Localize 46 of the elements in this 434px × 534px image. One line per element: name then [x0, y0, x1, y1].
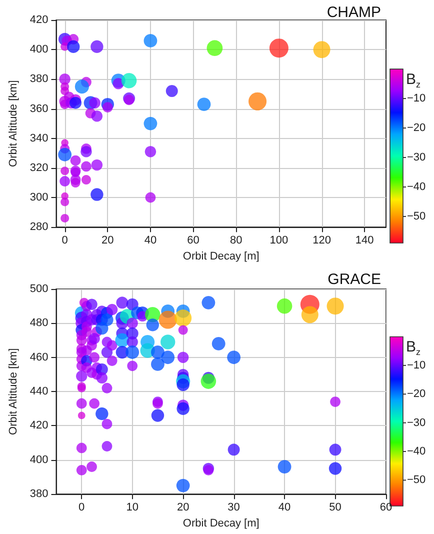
- color-bar-label: −10: [407, 359, 426, 372]
- x-tick-label: 20: [102, 234, 114, 247]
- color-bar-label: −10: [407, 92, 426, 105]
- color-bar-label: −30: [407, 416, 426, 429]
- y-tick-label: 420: [30, 420, 48, 432]
- chart-title: CHAMP: [326, 4, 381, 21]
- y-tick-label: 460: [30, 351, 48, 364]
- y-tick-label: 380: [30, 488, 48, 500]
- x-tick-label: 0: [78, 502, 85, 514]
- color-bar-label: −20: [407, 388, 426, 400]
- y-axis-title: Orbit Altitude [km]: [8, 80, 20, 167]
- x-tick-label: 30: [228, 502, 240, 514]
- x-axis-title: Orbit Decay [m]: [182, 518, 260, 530]
- x-tick-label: 60: [187, 234, 200, 247]
- y-tick-label: 400: [30, 454, 48, 466]
- y-tick-label: 500: [30, 283, 48, 295]
- color-bar-label: −40: [407, 445, 426, 458]
- color-bar-label: −40: [407, 180, 426, 193]
- x-tick-label: 20: [176, 502, 190, 514]
- y-tick-label: 380: [30, 73, 48, 86]
- x-tick-label: 140: [355, 234, 374, 247]
- y-tick-label: 300: [30, 192, 48, 204]
- y-tick-label: 320: [30, 162, 48, 174]
- color-bar-label: −30: [407, 152, 426, 164]
- x-axis-title: Orbit Decay [m]: [182, 250, 260, 262]
- y-tick-label: 420: [30, 14, 48, 26]
- y-tick-label: 280: [30, 221, 48, 234]
- x-tick-label: 60: [380, 502, 392, 514]
- y-tick-label: 360: [30, 102, 48, 115]
- y-axis-title: Orbit Altitude [km]: [8, 348, 20, 435]
- x-tick-label: 80: [230, 234, 242, 247]
- y-tick-label: 340: [30, 132, 48, 144]
- y-tick-label: 400: [30, 44, 48, 56]
- x-tick-label: 0: [62, 234, 68, 247]
- color-bar-label: −50: [407, 210, 426, 222]
- color-bar-label: −50: [407, 474, 426, 486]
- x-tick-label: 50: [329, 502, 342, 514]
- chart-title: GRACE: [328, 271, 381, 288]
- x-tick-label: 40: [144, 234, 157, 247]
- color-bar-label: −20: [407, 122, 426, 134]
- y-tick-label: 480: [30, 317, 48, 330]
- x-tick-label: 120: [312, 234, 331, 247]
- x-tick-label: 100: [270, 234, 288, 247]
- y-tick-label: 440: [30, 386, 48, 398]
- x-tick-label: 10: [126, 502, 138, 514]
- x-tick-label: 40: [278, 502, 291, 514]
